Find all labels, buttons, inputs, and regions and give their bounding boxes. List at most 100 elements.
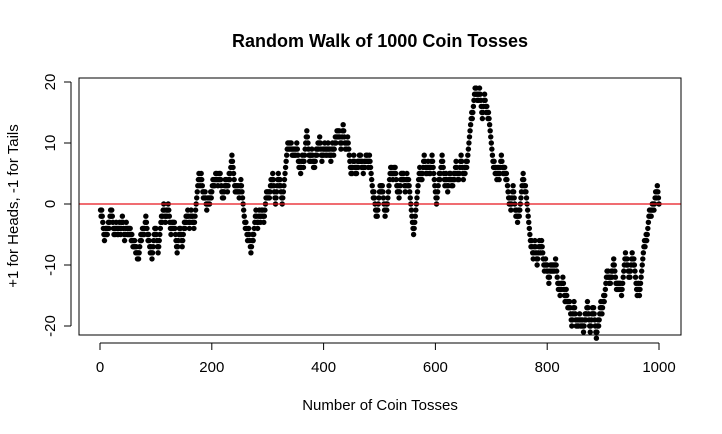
data-point	[535, 256, 541, 262]
data-point	[353, 170, 360, 177]
data-point	[273, 189, 280, 195]
data-point	[585, 305, 591, 311]
data-point	[175, 244, 181, 250]
data-point	[654, 183, 661, 189]
data-point	[100, 219, 106, 225]
data-point	[238, 176, 244, 183]
data-point	[505, 189, 511, 195]
data-point	[477, 91, 483, 97]
data-point	[469, 115, 475, 122]
data-point	[136, 244, 143, 250]
data-point	[638, 274, 644, 280]
data-point	[283, 158, 289, 164]
data-point	[282, 164, 289, 171]
data-point	[182, 225, 188, 232]
data-point	[560, 274, 566, 280]
data-point	[435, 183, 441, 189]
data-point	[415, 183, 421, 189]
data-point	[563, 286, 569, 293]
data-point	[301, 152, 308, 158]
data-point	[450, 183, 456, 189]
data-point	[439, 158, 446, 164]
data-point	[295, 152, 301, 158]
data-point	[382, 213, 388, 219]
data-point	[525, 213, 531, 219]
data-point	[564, 292, 570, 299]
data-point	[639, 262, 645, 268]
data-point	[333, 140, 339, 146]
data-point	[486, 115, 492, 122]
data-point	[464, 158, 470, 164]
data-point	[104, 231, 110, 238]
data-point	[434, 189, 441, 195]
data-point	[168, 231, 174, 238]
x-tick-label: 400	[311, 359, 336, 376]
data-point	[204, 207, 210, 213]
x-axis-label: Number of Coin Tosses	[302, 397, 458, 414]
data-point	[192, 207, 199, 213]
data-point	[109, 213, 116, 219]
data-point	[368, 170, 374, 177]
data-point	[431, 176, 437, 183]
data-point	[421, 152, 427, 158]
data-point	[157, 225, 164, 232]
data-point	[254, 225, 261, 232]
data-point	[166, 207, 172, 213]
data-point	[328, 158, 334, 164]
data-point	[199, 183, 205, 189]
data-point	[392, 164, 398, 171]
data-point	[546, 274, 553, 280]
x-axis: 0 200 400 600 800 1000	[96, 342, 676, 376]
data-point	[135, 256, 142, 262]
data-point	[619, 280, 626, 286]
data-point	[552, 256, 559, 262]
data-point	[229, 152, 235, 158]
data-point	[106, 225, 112, 232]
data-point	[540, 250, 546, 256]
data-point	[413, 207, 419, 213]
data-point	[488, 140, 494, 146]
data-point	[311, 164, 318, 171]
data-point	[631, 256, 637, 262]
data-point	[179, 244, 185, 250]
data-point	[340, 122, 346, 128]
y-axis-label: +1 for Heads, -1 for Tails	[5, 124, 22, 288]
data-point	[199, 176, 205, 183]
data-point	[527, 231, 533, 238]
y-tick-label: 20	[42, 74, 59, 91]
data-point	[602, 286, 609, 293]
data-point	[629, 250, 635, 256]
data-point	[584, 298, 591, 305]
data-point	[591, 311, 597, 317]
data-point	[560, 280, 567, 286]
data-point	[430, 164, 436, 171]
data-point	[569, 323, 575, 329]
data-point	[266, 195, 273, 201]
data-point	[393, 176, 399, 183]
data-point	[456, 176, 462, 183]
data-point	[487, 128, 493, 134]
data-point	[481, 91, 488, 97]
data-point	[374, 213, 380, 219]
data-point	[571, 305, 578, 311]
data-point	[510, 189, 517, 195]
data-point	[191, 219, 198, 225]
data-point	[155, 250, 161, 256]
data-point	[393, 170, 399, 177]
data-point	[367, 158, 373, 164]
data-point	[534, 262, 540, 268]
data-point	[511, 195, 517, 201]
data-point	[375, 207, 381, 213]
data-point	[145, 231, 152, 238]
data-point	[612, 274, 619, 280]
data-point	[526, 225, 533, 232]
data-point	[488, 134, 494, 140]
data-point	[631, 262, 638, 268]
data-point	[434, 195, 440, 201]
data-point	[280, 195, 286, 201]
data-point	[288, 140, 294, 146]
data-point	[429, 152, 435, 158]
data-point	[482, 97, 488, 104]
data-point	[590, 305, 597, 311]
data-point	[632, 268, 638, 274]
